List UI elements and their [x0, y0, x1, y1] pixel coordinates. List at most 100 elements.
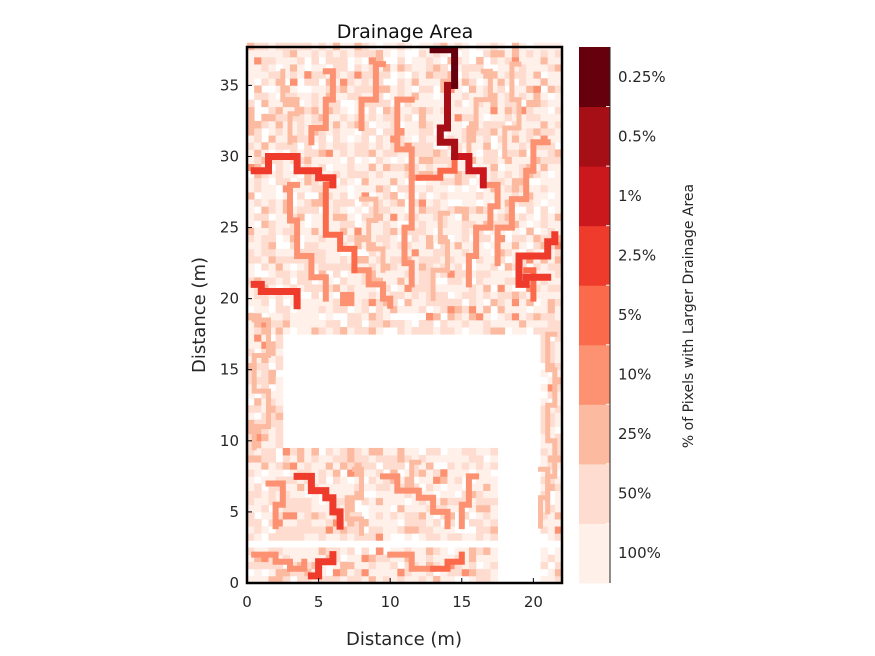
- heatmap-cell: [490, 71, 498, 79]
- heatmap-cell: [404, 277, 413, 285]
- heatmap-cell: [268, 184, 277, 193]
- heatmap-cell: [311, 234, 319, 243]
- heatmap-cell: [483, 305, 491, 314]
- heatmap-cell: [361, 71, 370, 79]
- heatmap-cell: [476, 120, 484, 129]
- heatmap-cell: [476, 128, 484, 136]
- heatmap-cell: [511, 120, 520, 129]
- heatmap-cell: [297, 156, 305, 164]
- heatmap-cell: [304, 554, 312, 563]
- heatmap-cell: [282, 327, 291, 335]
- heatmap-cell: [247, 78, 255, 86]
- heatmap-cell: [490, 533, 498, 541]
- heatmap-cell: [468, 554, 477, 563]
- heatmap-cell: [247, 426, 255, 435]
- heatmap-cell: [325, 142, 334, 150]
- heatmap-cell: [411, 227, 420, 236]
- heatmap-cell: [504, 270, 513, 278]
- heatmap-cell: [261, 327, 269, 335]
- heatmap-cell: [440, 305, 448, 314]
- heatmap-cell: [347, 511, 355, 520]
- heatmap-cell: [519, 291, 527, 300]
- heatmap-cell: [325, 71, 334, 79]
- heatmap-cell: [490, 554, 498, 563]
- heatmap-cell: [268, 49, 277, 58]
- heatmap-cell: [461, 71, 470, 79]
- heatmap-cell: [297, 319, 305, 328]
- heatmap-cell: [540, 504, 549, 513]
- heatmap-cell: [282, 170, 291, 179]
- heatmap-cell: [268, 241, 277, 250]
- heatmap-cell: [297, 206, 305, 214]
- heatmap-cell: [440, 263, 448, 271]
- heatmap-cell: [433, 284, 441, 292]
- heatmap-cell: [268, 554, 277, 563]
- heatmap-cell: [361, 92, 370, 101]
- heatmap-cell: [418, 575, 427, 584]
- heatmap-cell: [490, 156, 498, 164]
- heatmap-cell: [275, 362, 284, 371]
- heatmap-cell: [476, 85, 484, 93]
- heatmap-cell: [247, 433, 255, 442]
- heatmap-cell: [440, 511, 448, 520]
- heatmap-cell: [418, 120, 427, 129]
- heatmap-cell: [461, 469, 470, 477]
- heatmap-cell: [411, 483, 420, 491]
- heatmap-cell: [254, 547, 262, 555]
- heatmap-cell: [275, 519, 284, 527]
- heatmap-cell: [540, 106, 549, 115]
- heatmap-cell: [383, 177, 391, 186]
- heatmap-cell: [476, 575, 484, 584]
- heatmap-cell: [476, 263, 484, 271]
- heatmap-cell: [433, 561, 441, 570]
- heatmap-cell: [275, 391, 284, 399]
- heatmap-cell: [397, 156, 405, 164]
- heatmap-cell: [297, 476, 305, 484]
- heatmap-cell: [368, 291, 377, 300]
- heatmap-cell: [476, 305, 484, 314]
- heatmap-cell: [476, 241, 484, 250]
- heatmap-cell: [404, 106, 413, 115]
- heatmap-cell: [375, 447, 384, 456]
- heatmap-cell: [504, 305, 513, 314]
- heatmap-cell: [447, 248, 456, 257]
- heatmap-cell: [311, 220, 319, 228]
- heatmap-cell: [325, 277, 334, 285]
- heatmap-cell: [325, 227, 334, 236]
- heatmap-cell: [526, 184, 534, 193]
- colorbar-label: 25%: [618, 425, 651, 443]
- heatmap-cell: [411, 184, 420, 193]
- heatmap-cell: [390, 277, 398, 285]
- heatmap-cell: [275, 99, 284, 108]
- heatmap-cell: [418, 163, 427, 172]
- heatmap-cell: [468, 284, 477, 292]
- heatmap-cell: [418, 85, 427, 93]
- heatmap-cell: [433, 554, 441, 563]
- heatmap-cell: [332, 462, 341, 470]
- heatmap-cell: [497, 277, 506, 285]
- x-tick-label: 0: [242, 593, 252, 611]
- heatmap-cell: [368, 255, 377, 264]
- heatmap-cell: [540, 490, 549, 499]
- heatmap-cell: [519, 71, 527, 79]
- heatmap-cell: [547, 412, 556, 420]
- heatmap-cell: [497, 135, 506, 143]
- heatmap-cell: [476, 135, 484, 143]
- heatmap-cell: [261, 561, 269, 570]
- heatmap-cell: [368, 263, 377, 271]
- heatmap-cell: [511, 64, 520, 72]
- heatmap-cell: [347, 533, 355, 541]
- heatmap-cell: [383, 49, 391, 58]
- drainage-channel: [451, 153, 487, 189]
- heatmap-cell: [318, 120, 327, 129]
- heatmap-cell: [411, 291, 420, 300]
- heatmap-cell: [289, 526, 298, 534]
- heatmap-cell: [383, 213, 391, 221]
- heatmap-cell: [418, 227, 427, 236]
- heatmap-cell: [383, 284, 391, 292]
- heatmap-cell: [332, 163, 341, 172]
- heatmap-cell: [340, 227, 348, 236]
- heatmap-cell: [247, 319, 255, 328]
- heatmap-cell: [454, 291, 463, 300]
- heatmap-cell: [318, 92, 327, 101]
